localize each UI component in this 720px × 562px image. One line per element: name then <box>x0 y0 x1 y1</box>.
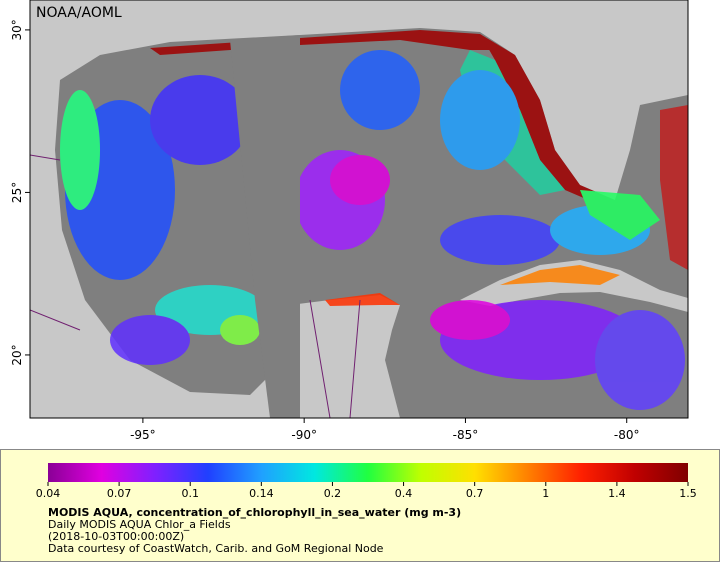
colorbar-tick-label: 1.4 <box>608 487 626 500</box>
colorbar-tick-label: 0.7 <box>466 487 484 500</box>
colorbar-tick-label: 1 <box>542 487 549 500</box>
lat-tick-label: 30° <box>10 19 24 40</box>
lat-tick-label: 20° <box>10 344 24 365</box>
map-frame <box>29 0 689 419</box>
caption-line: Data courtesy of CoastWatch, Carib. and … <box>48 542 384 555</box>
map-label: NOAA/AOML <box>36 5 122 21</box>
colorbar-tick-label: 0.07 <box>107 487 132 500</box>
colorbar-tick-label: 0.14 <box>249 487 274 500</box>
borders <box>30 154 361 418</box>
colorbar-tick-label: 0.4 <box>395 487 413 500</box>
data-gap <box>230 35 300 418</box>
colorbar-tick-label: 0.04 <box>36 487 61 500</box>
caption-line: Daily MODIS AQUA Chlor_a Fields <box>48 518 231 531</box>
map <box>30 0 688 418</box>
lon-tick-label: -90° <box>291 428 317 442</box>
lon-tick-label: -85° <box>453 428 479 442</box>
cuba <box>460 260 688 312</box>
colorbar-tick-label: 0.2 <box>324 487 342 500</box>
lat-tick-label: 25° <box>10 182 24 203</box>
lon-tick-label: -80° <box>614 428 640 442</box>
colorbar <box>48 463 688 482</box>
caption-line: (2018-10-03T00:00:00Z) <box>48 530 184 543</box>
chlorophyll-field <box>60 30 688 410</box>
lon-tick-label: -95° <box>130 428 156 442</box>
colorbar-tick-label: 0.1 <box>181 487 199 500</box>
caption-title: MODIS AQUA, concentration_of_chlorophyll… <box>48 506 461 519</box>
caption: Daily MODIS AQUA Chlor_a Fields(2018-10-… <box>48 518 384 555</box>
colorbar-tick-label: 1.5 <box>679 487 697 500</box>
